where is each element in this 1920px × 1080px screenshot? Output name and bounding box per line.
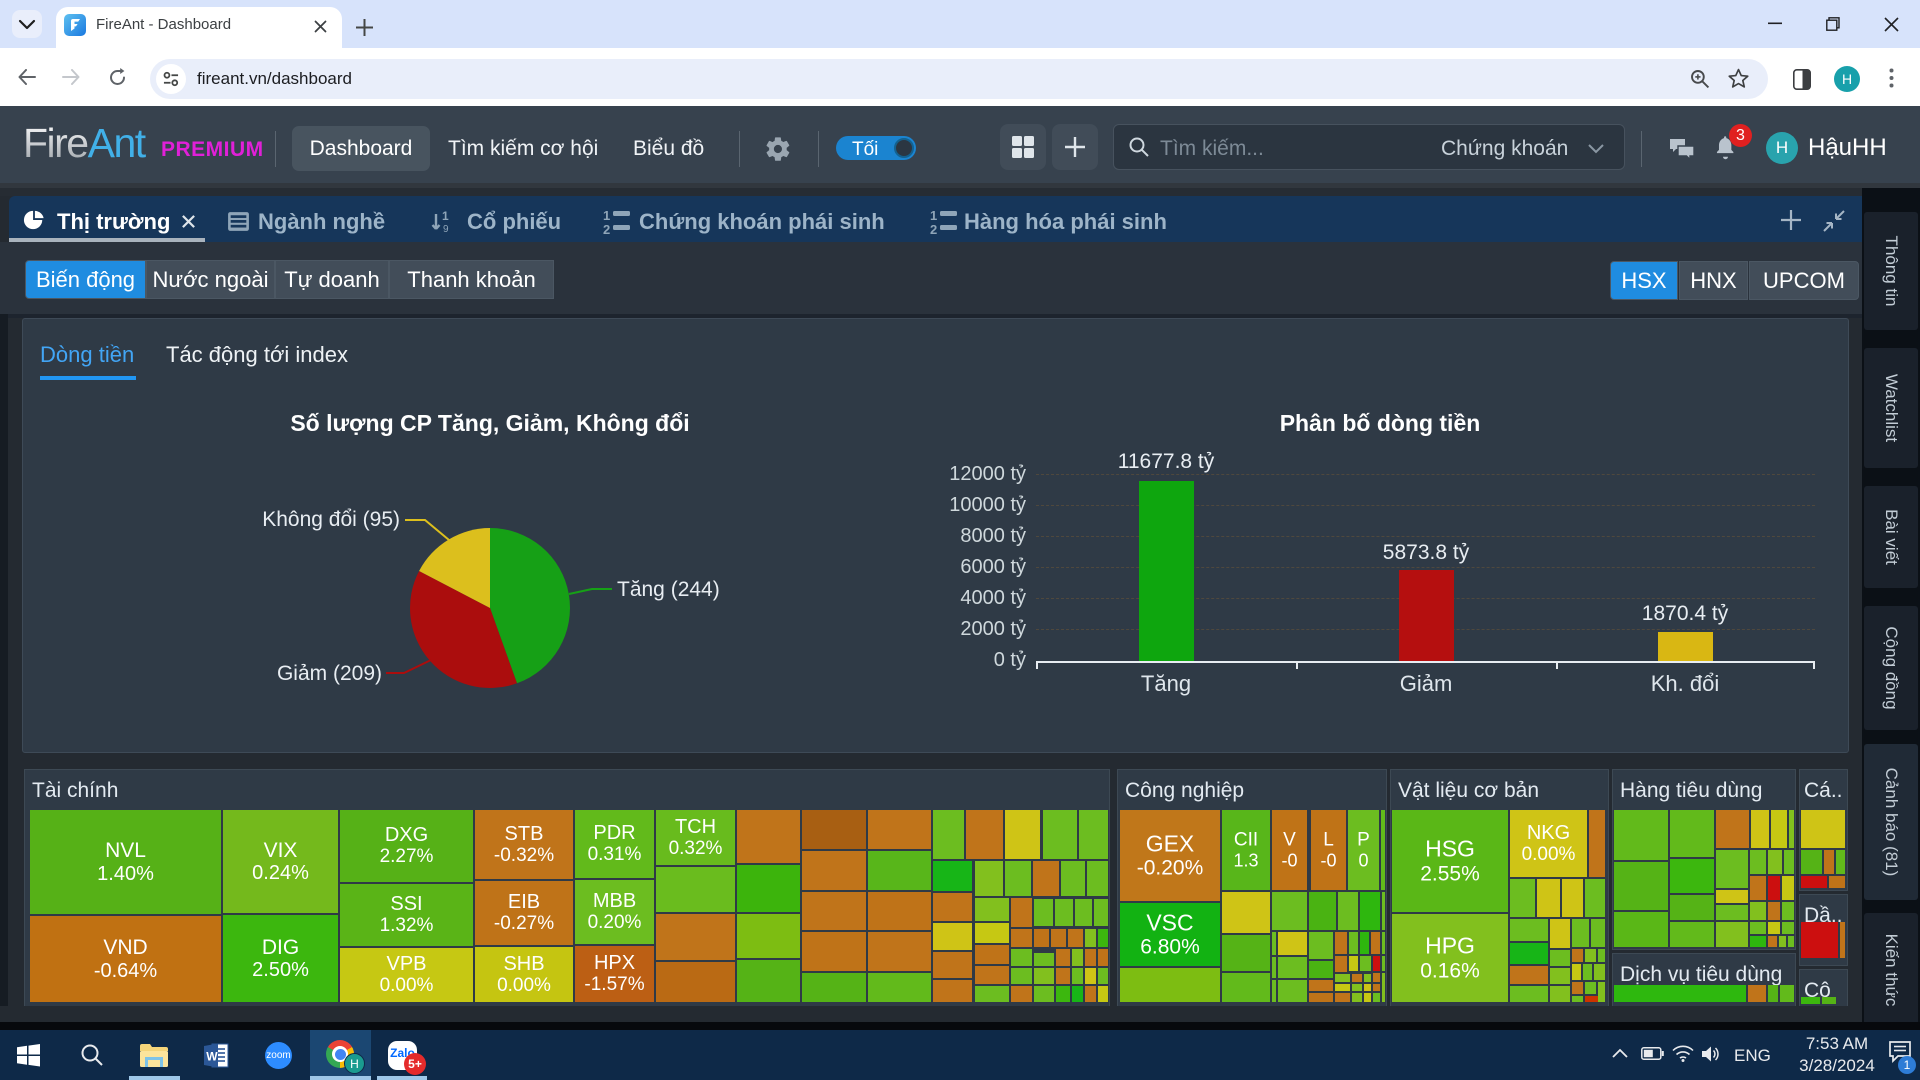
svg-text:1: 1 — [442, 209, 449, 223]
svg-text:1: 1 — [930, 209, 937, 223]
svg-text:1: 1 — [603, 209, 610, 223]
svg-text:W: W — [206, 1050, 218, 1064]
svg-text:2: 2 — [930, 222, 937, 235]
svg-text:2: 2 — [603, 222, 610, 235]
svg-text:9: 9 — [443, 224, 449, 235]
